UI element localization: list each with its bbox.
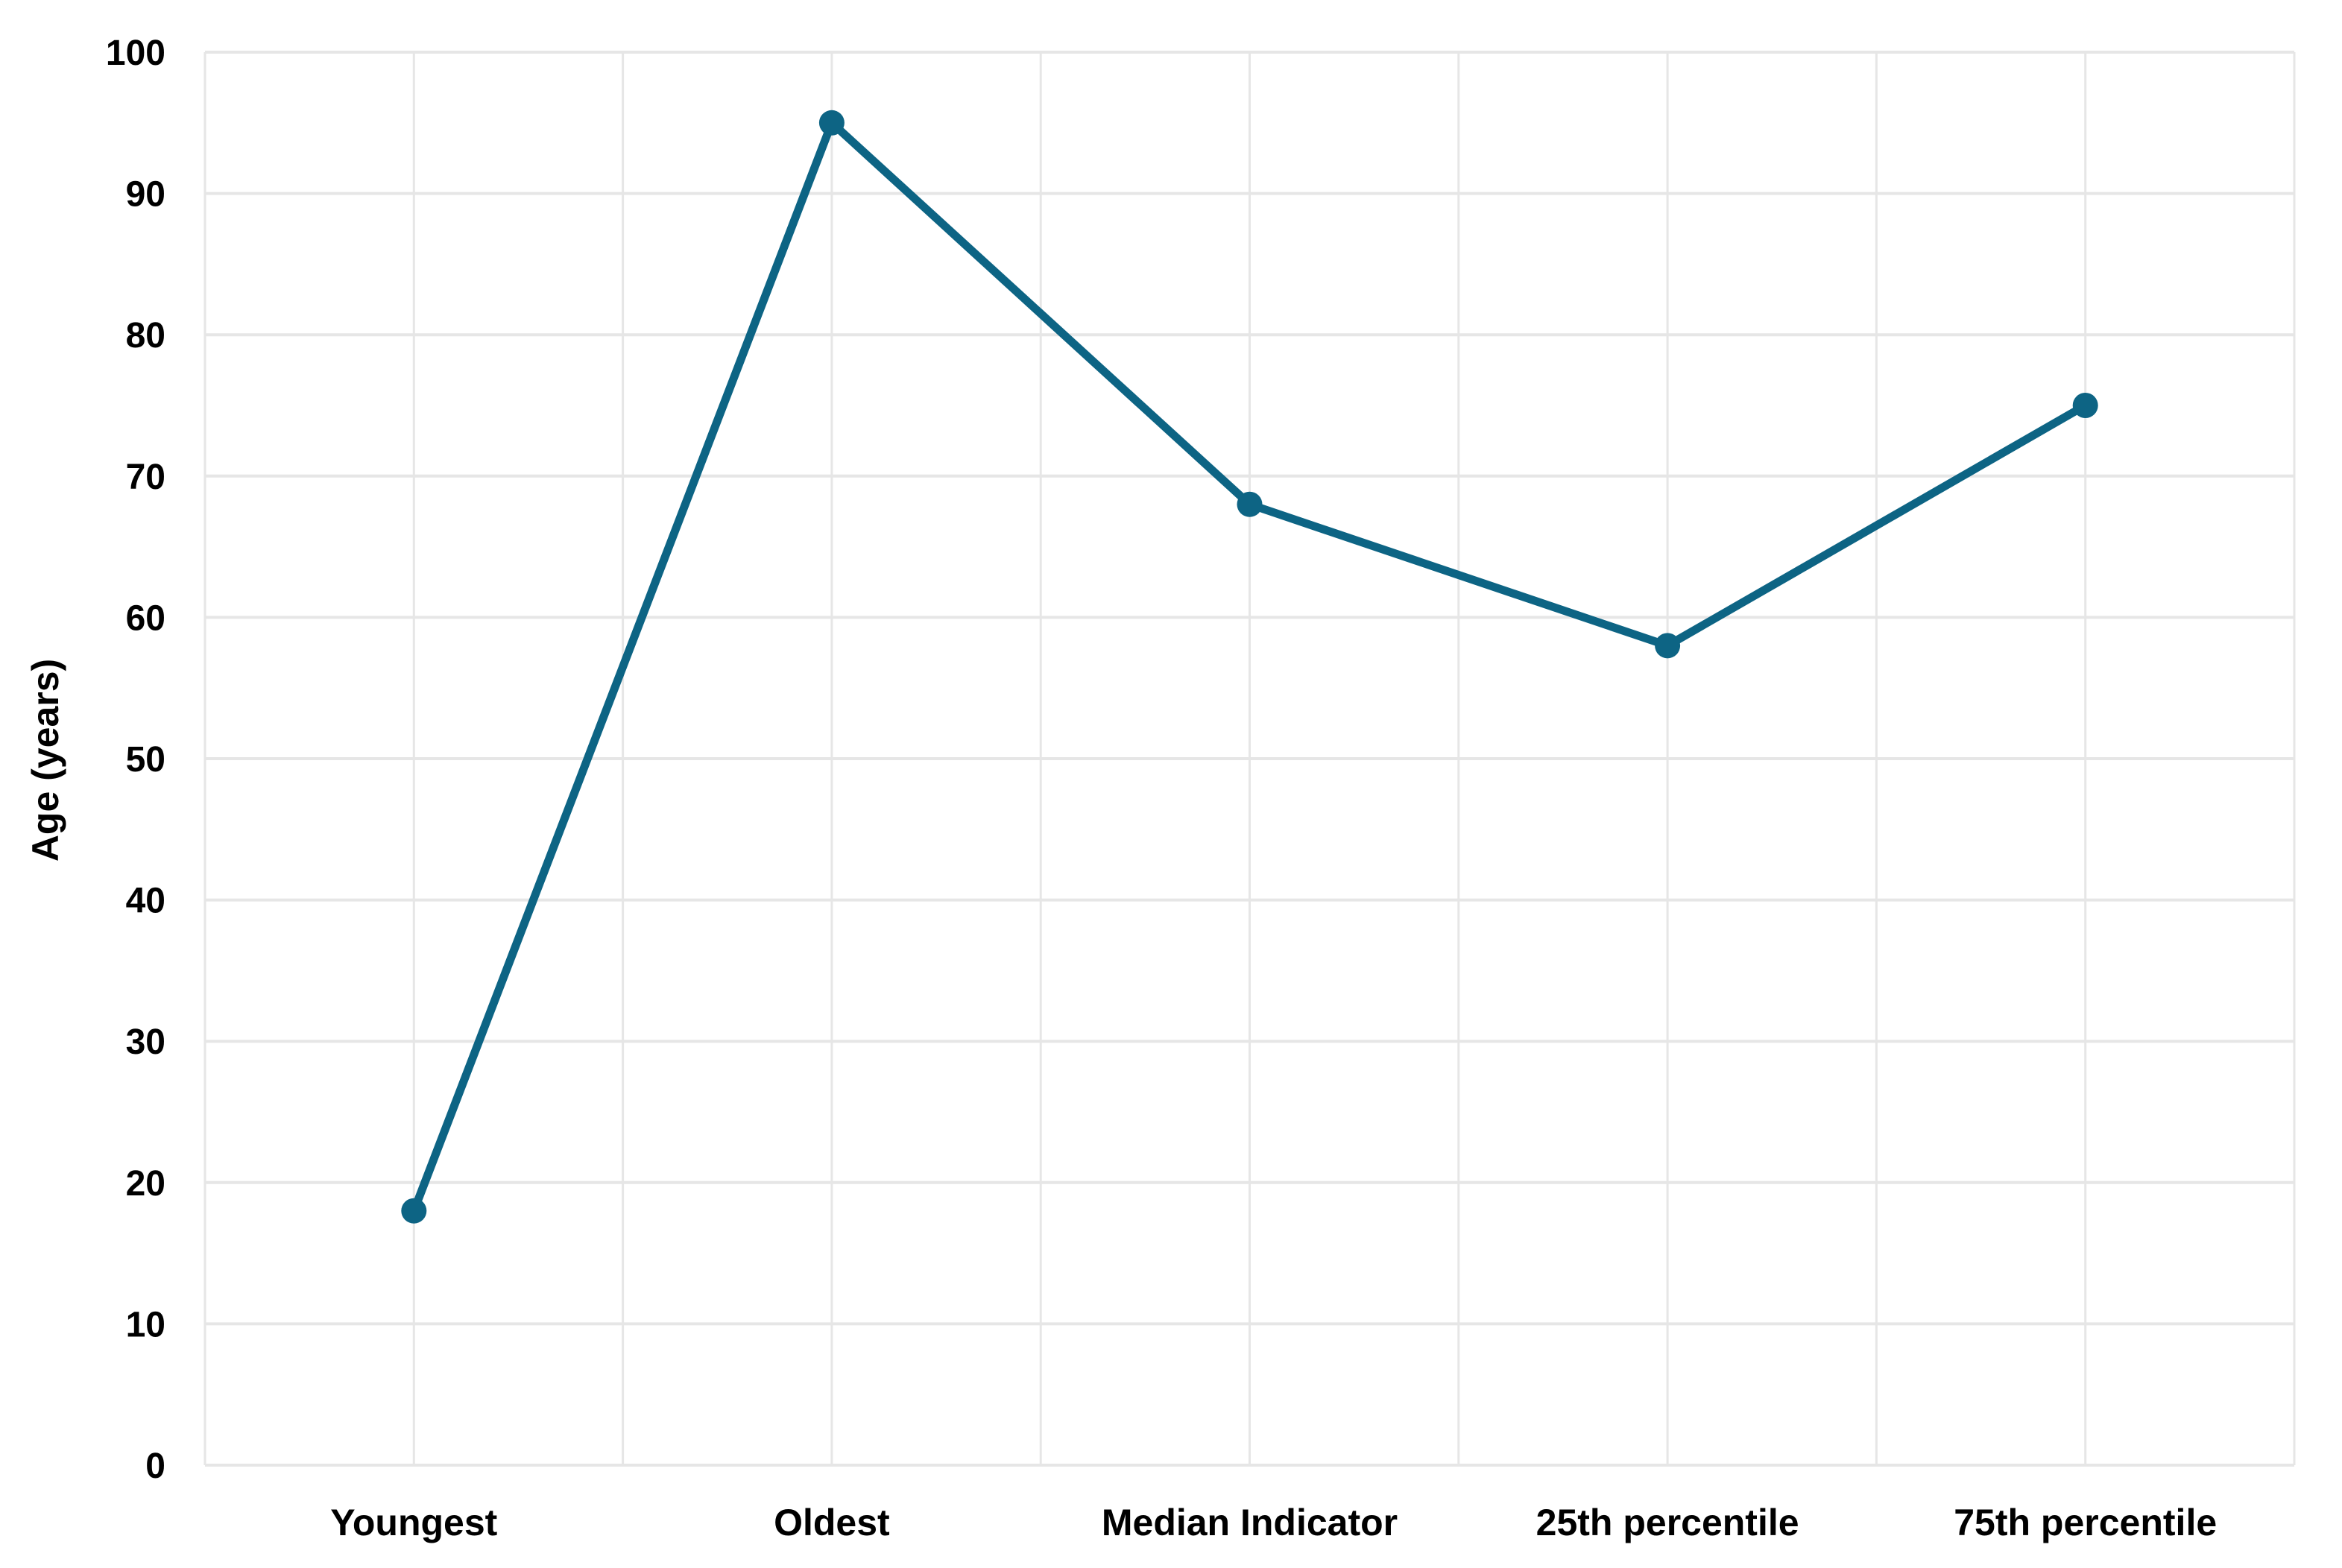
- y-tick-label: 40: [126, 882, 165, 921]
- x-tick-label: Median Indicator: [1102, 1502, 1398, 1543]
- x-tick-label: Oldest: [774, 1502, 890, 1543]
- x-axis-tick-labels: Youngest Oldest Median Indicator 25th perce…: [330, 1502, 2217, 1543]
- y-tick-label: 20: [126, 1164, 165, 1204]
- y-tick-label: 30: [126, 1022, 165, 1062]
- y-tick-label: 90: [126, 175, 165, 215]
- y-tick-label: 50: [126, 740, 165, 780]
- series-points: [401, 110, 2098, 1224]
- x-tick-label: Youngest: [330, 1502, 497, 1543]
- data-point: [1655, 633, 1681, 659]
- data-point: [401, 1198, 427, 1224]
- y-axis-title: Age (years): [25, 659, 66, 862]
- data-point: [2072, 393, 2098, 418]
- grid-lines: [203, 51, 2296, 1467]
- data-point: [1237, 491, 1263, 517]
- y-tick-label: 10: [126, 1305, 165, 1344]
- y-tick-label: 100: [106, 34, 165, 73]
- y-tick-label: 70: [126, 458, 165, 497]
- y-axis-tick-labels: 0 10 20 30 40 50 60 70 80 90 100: [106, 34, 165, 1486]
- y-tick-label: 80: [126, 316, 165, 355]
- x-tick-label: 75th percentile: [1954, 1502, 2217, 1543]
- x-tick-label: 25th percentile: [1536, 1502, 1799, 1543]
- y-tick-label: 60: [126, 598, 165, 638]
- y-tick-label: 0: [145, 1447, 165, 1486]
- data-point: [818, 110, 845, 136]
